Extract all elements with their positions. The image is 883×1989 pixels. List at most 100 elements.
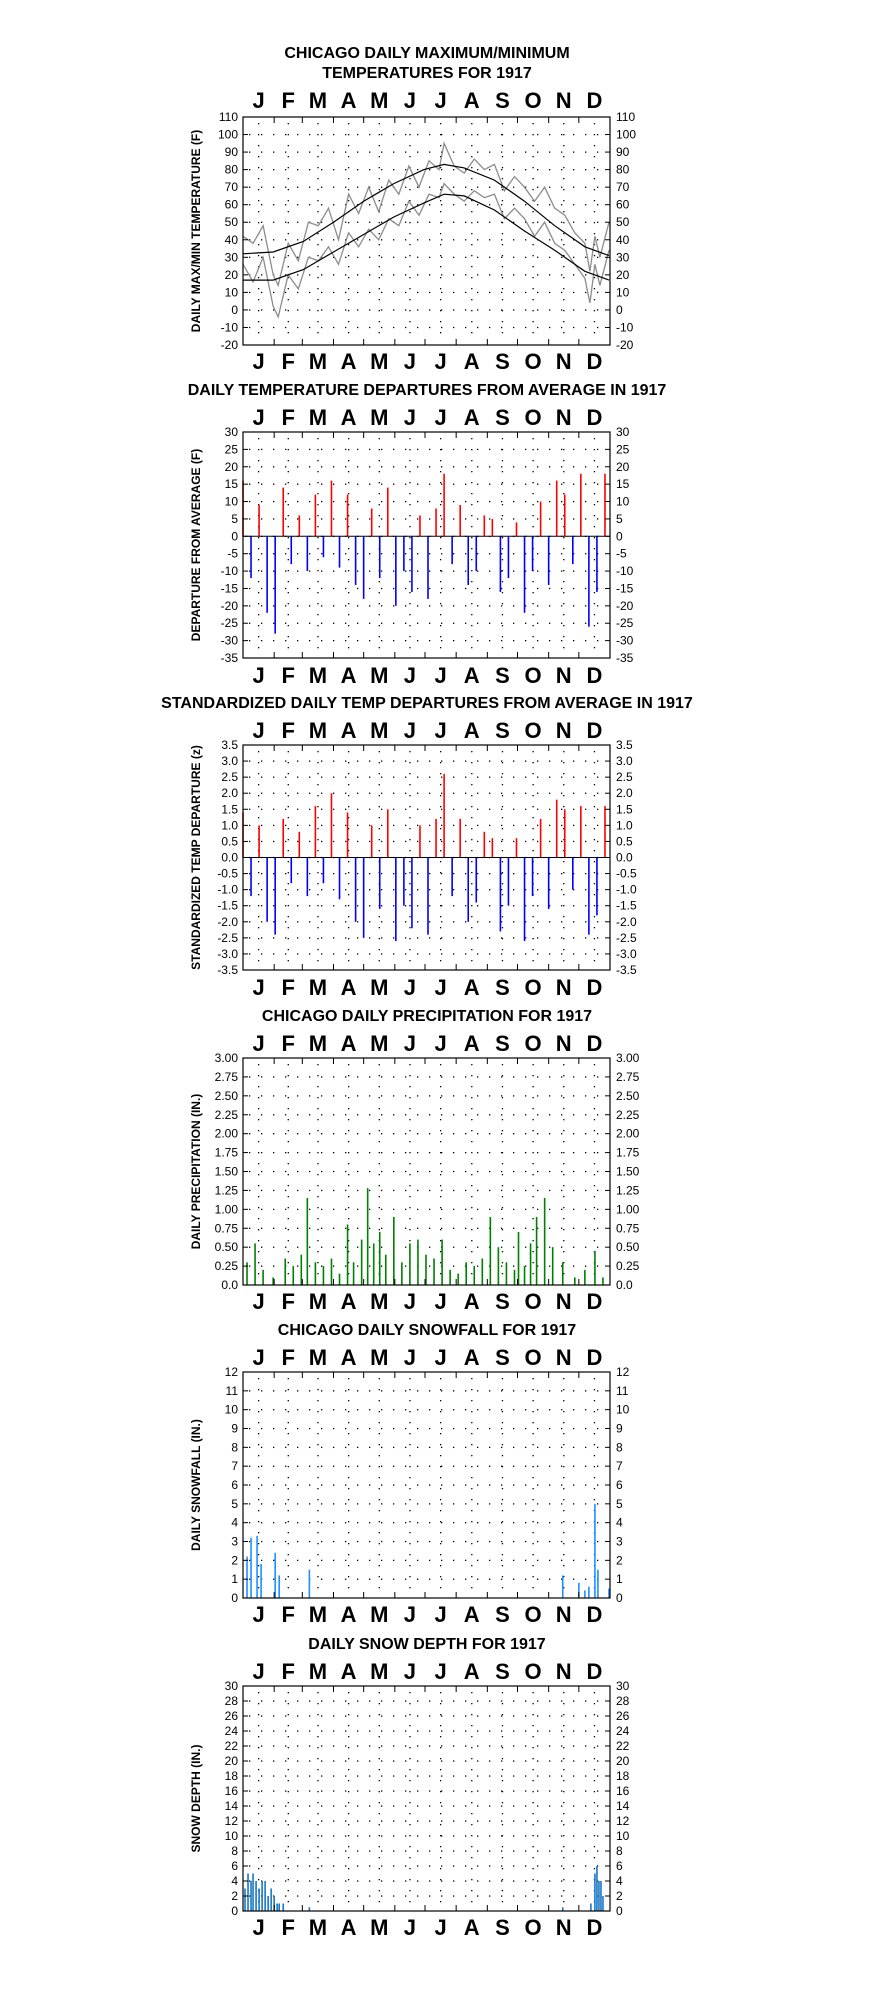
data-bar: [393, 1216, 395, 1285]
data-bar: [561, 1262, 564, 1285]
data-bar: [491, 518, 494, 537]
data-bar: [598, 1881, 600, 1911]
month-label-bottom: F: [282, 349, 295, 374]
data-bar: [499, 857, 502, 932]
month-label-top: O: [525, 718, 542, 743]
data-bar: [507, 857, 510, 906]
month-label-bottom: M: [309, 1915, 327, 1940]
month-label-top: N: [556, 405, 572, 430]
month-label-bottom: J: [252, 1602, 264, 1627]
y-tick-label-right: 80: [616, 163, 630, 177]
y-tick-label-right: -25: [616, 616, 634, 630]
data-bar: [529, 1243, 532, 1285]
y-tick-label-right: 70: [616, 180, 630, 194]
y-tick-label-right: -3.0: [616, 947, 637, 961]
y-tick-label-right: 30: [616, 250, 630, 264]
month-label-bottom: J: [404, 1602, 416, 1627]
y-tick-label: 1.0: [221, 818, 238, 832]
y-tick-label-right: 20: [616, 1754, 630, 1768]
data-bar: [443, 473, 445, 537]
data-bar: [411, 536, 413, 592]
grid: [249, 1064, 599, 1275]
y-tick-label-right: 0: [616, 303, 623, 317]
y-tick-label-right: 5: [616, 512, 623, 526]
month-label-bottom: M: [370, 1289, 388, 1314]
y-tick-label: 0.0: [221, 851, 238, 865]
data-bar: [298, 831, 301, 858]
data-bar: [417, 1239, 419, 1285]
month-label-top: J: [434, 1031, 446, 1056]
y-axis-label: DAILY MAX/MIN TEMPERATURE (F): [189, 130, 203, 332]
month-label-top: S: [495, 1031, 510, 1056]
month-label-top: F: [282, 1031, 295, 1056]
y-tick-label-right: 12: [616, 1365, 630, 1379]
month-label-top: M: [309, 718, 327, 743]
y-tick-label: 2.50: [215, 1089, 239, 1103]
y-tick-label: 20: [225, 460, 239, 474]
y-tick-label-right: 14: [616, 1799, 630, 1813]
data-bar: [517, 1232, 520, 1285]
data-bar: [580, 806, 582, 858]
month-label-top: M: [309, 1659, 327, 1684]
y-tick-label-right: -20: [616, 599, 634, 613]
data-bar: [254, 1243, 256, 1285]
data-bar: [435, 818, 437, 858]
data-bar: [338, 536, 341, 568]
y-tick-label: 0: [231, 303, 238, 317]
y-tick-label-right: 110: [616, 110, 635, 124]
month-label-bottom: J: [434, 1602, 446, 1627]
y-tick-label: 15: [225, 477, 239, 491]
month-label-top: A: [341, 1659, 357, 1684]
data-bar: [260, 1564, 262, 1598]
data-bar: [459, 505, 461, 537]
y-tick-label-right: -5: [616, 547, 627, 561]
y-tick-label-right: 18: [616, 1769, 630, 1783]
month-label-top: O: [525, 405, 542, 430]
month-label-top: M: [370, 1345, 388, 1370]
y-tick-label-right: 2.00: [616, 1127, 640, 1141]
data-bar: [403, 857, 405, 906]
y-tick-label: -15: [221, 581, 239, 595]
month-label-bottom: J: [434, 975, 446, 1000]
month-label-top: J: [434, 405, 446, 430]
y-tick-label: 10: [225, 495, 239, 509]
data-bar: [425, 1254, 427, 1285]
y-tick-label-right: 1.00: [616, 1202, 640, 1216]
month-label-bottom: J: [404, 1289, 416, 1314]
data-bar: [588, 536, 590, 627]
data-bar: [563, 494, 566, 537]
y-tick-label: -30: [221, 634, 239, 648]
month-label-bottom: O: [525, 1602, 542, 1627]
month-label-top: A: [464, 1659, 480, 1684]
grid: [249, 1692, 599, 1903]
y-tick-label: -3.5: [217, 963, 238, 977]
data-bar: [608, 1588, 610, 1598]
data-bar: [290, 857, 293, 884]
data-bar: [322, 1266, 325, 1285]
y-tick-label-right: 4: [616, 1874, 623, 1888]
data-bar: [523, 857, 526, 942]
y-tick-label: 1.50: [215, 1165, 239, 1179]
y-tick-label-right: 9: [616, 1422, 623, 1436]
y-tick-label-right: 25: [616, 442, 630, 456]
y-tick-label: 28: [225, 1694, 239, 1708]
month-label-bottom: A: [341, 975, 357, 1000]
month-label-bottom: F: [282, 1289, 295, 1314]
data-bar: [499, 536, 502, 592]
y-tick-label-right: 30: [616, 1679, 630, 1693]
chart-title: CHICAGO DAILY SNOWFALL FOR 1917: [278, 1322, 577, 1339]
y-tick-label-right: 2: [616, 1553, 623, 1567]
month-label-bottom: D: [586, 1289, 602, 1314]
data-bar: [604, 806, 606, 858]
y-tick-label: 1: [231, 1572, 238, 1586]
data-bar: [360, 1239, 363, 1285]
month-label-top: J: [252, 88, 264, 113]
data-bar: [590, 1903, 592, 1911]
month-label-bottom: F: [282, 1915, 295, 1940]
y-tick-label-right: 12: [616, 1814, 630, 1828]
y-tick-label: 4: [231, 1874, 238, 1888]
y-tick-label-right: 6: [616, 1859, 623, 1873]
month-label-top: O: [525, 1031, 542, 1056]
data-bar: [258, 1888, 260, 1911]
